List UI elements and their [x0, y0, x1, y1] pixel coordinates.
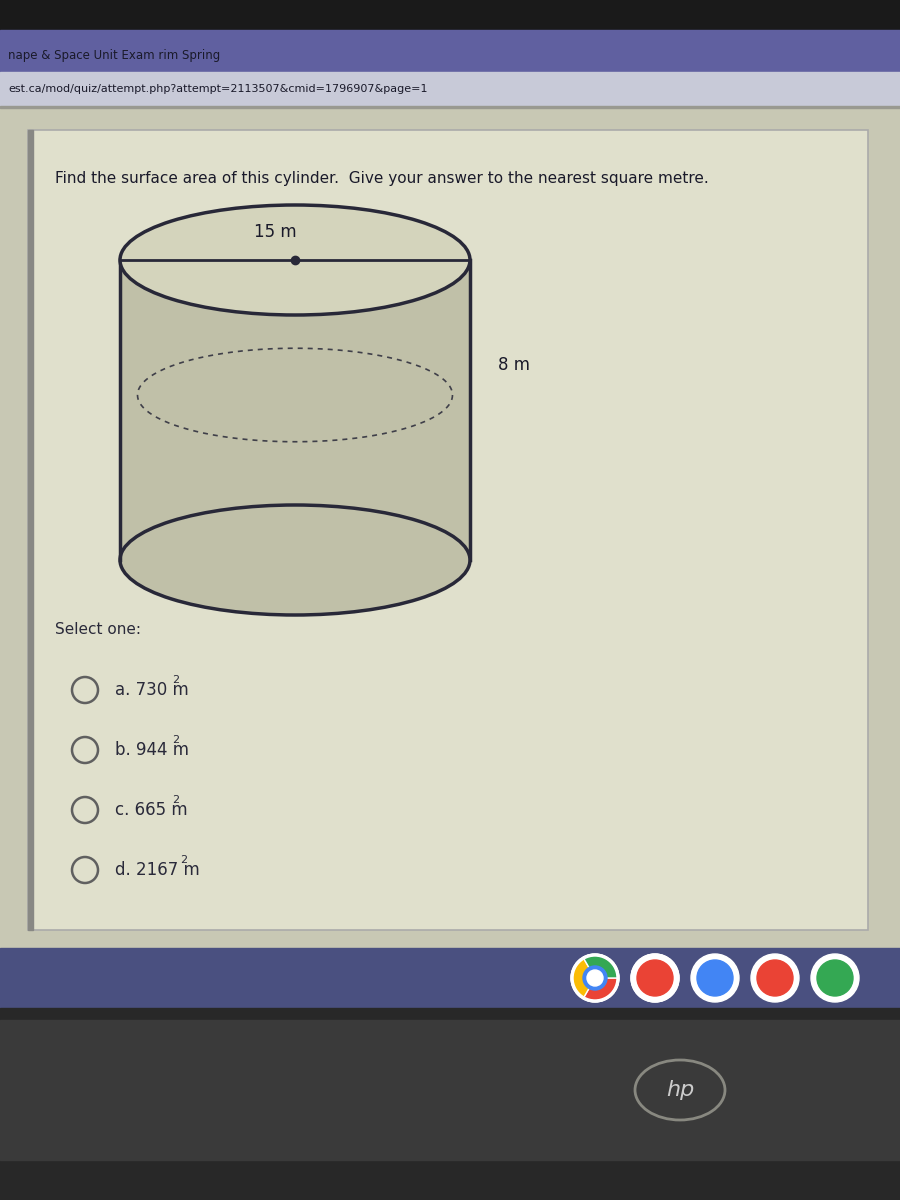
Text: Select one:: Select one: — [55, 623, 141, 637]
Text: d. 2167 m: d. 2167 m — [115, 862, 200, 878]
Circle shape — [697, 960, 733, 996]
Ellipse shape — [120, 505, 470, 614]
Text: 15 m: 15 m — [254, 223, 296, 241]
Bar — [0, 108, 900, 948]
Bar — [0, 72, 900, 106]
Text: 2: 2 — [173, 674, 180, 685]
Text: est.ca/mod/quiz/attempt.php?attempt=2113507&cmid=1796907&page=1: est.ca/mod/quiz/attempt.php?attempt=2113… — [8, 84, 428, 94]
Bar — [28, 130, 33, 930]
Circle shape — [757, 960, 793, 996]
Circle shape — [637, 960, 673, 996]
Wedge shape — [584, 978, 617, 1000]
Text: a. 730 m: a. 730 m — [115, 680, 189, 698]
Bar — [28, 130, 868, 930]
Text: b. 944 m: b. 944 m — [115, 740, 189, 758]
Text: Find the surface area of this cylinder.  Give your answer to the nearest square : Find the surface area of this cylinder. … — [55, 170, 709, 186]
Circle shape — [817, 960, 853, 996]
Circle shape — [571, 954, 619, 1002]
Bar — [0, 30, 900, 72]
Text: 8 m: 8 m — [498, 356, 530, 374]
Text: nape & Space Unit Exam rim Spring: nape & Space Unit Exam rim Spring — [8, 48, 220, 61]
Circle shape — [577, 960, 613, 996]
Circle shape — [571, 954, 619, 1002]
Bar — [0, 1020, 900, 1160]
Circle shape — [691, 954, 739, 1002]
Bar — [120, 260, 470, 560]
Ellipse shape — [120, 205, 470, 314]
Bar — [0, 0, 900, 30]
Text: 2: 2 — [173, 794, 180, 805]
Bar — [0, 948, 900, 1008]
Text: hp: hp — [666, 1080, 694, 1100]
Bar — [0, 1008, 900, 1200]
Text: c. 665 m: c. 665 m — [115, 802, 187, 818]
Text: 2: 2 — [180, 854, 187, 865]
Wedge shape — [584, 956, 617, 978]
Circle shape — [631, 954, 679, 1002]
Circle shape — [587, 970, 603, 986]
Bar — [0, 106, 900, 108]
Text: 2: 2 — [173, 734, 180, 745]
Circle shape — [811, 954, 859, 1002]
Text: M: M — [644, 968, 666, 988]
Circle shape — [631, 954, 679, 1002]
Wedge shape — [573, 959, 595, 997]
Circle shape — [751, 954, 799, 1002]
Circle shape — [583, 966, 607, 990]
